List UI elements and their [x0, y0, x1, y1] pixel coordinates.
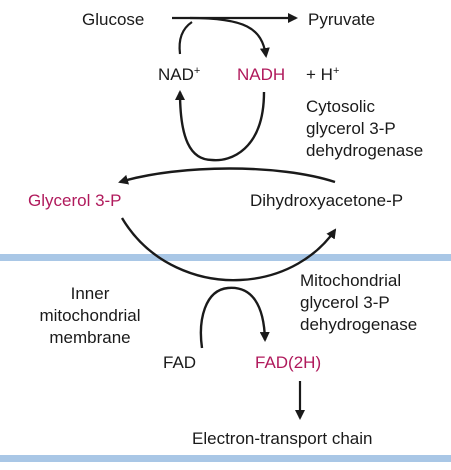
etc-label: Electron-transport chain — [192, 428, 372, 449]
bottom-membrane-band — [0, 455, 451, 462]
glucose-label: Glucose — [82, 9, 144, 30]
mito-enzyme-label: Mitochondrial glycerol 3-P dehydrogenase — [300, 270, 417, 336]
inner-membrane-band — [0, 254, 451, 261]
dhap-label: Dihydroxyacetone-P — [250, 190, 403, 211]
inner-membrane-line-2: mitochondrial — [28, 305, 152, 327]
nadh-label: NADH — [237, 64, 285, 85]
plus-h-label: + H+ — [306, 64, 339, 85]
mito-enzyme-line-1: Mitochondrial — [300, 270, 417, 292]
cytosolic-enzyme-line-1: Cytosolic — [306, 96, 423, 118]
fad-label: FAD — [163, 352, 196, 373]
nad-plus-label: NAD+ — [158, 64, 200, 85]
mito-enzyme-line-3: dehydrogenase — [300, 314, 417, 336]
h-charge: + — [333, 65, 339, 77]
plus-h-text: + H — [306, 65, 333, 84]
nad-to-nadh-branch-arrow — [190, 18, 266, 56]
nad-text: NAD — [158, 65, 194, 84]
cytosolic-nadh-to-nad-arrow — [180, 92, 264, 160]
nad-loop-top — [180, 22, 192, 54]
fad2h-label: FAD(2H) — [255, 352, 321, 373]
pyruvate-label: Pyruvate — [308, 9, 375, 30]
mito-enzyme-line-2: glycerol 3-P — [300, 292, 417, 314]
cytosolic-enzyme-line-2: glycerol 3-P — [306, 118, 423, 140]
inner-membrane-line-3: membrane — [28, 327, 152, 349]
dhap-to-glycerol-arrow — [120, 169, 335, 183]
inner-membrane-line-1: Inner — [28, 283, 152, 305]
cytosolic-enzyme-label: Cytosolic glycerol 3-P dehydrogenase — [306, 96, 423, 162]
cytosolic-enzyme-line-3: dehydrogenase — [306, 140, 423, 162]
fad-to-fad2h-arrow — [201, 288, 265, 348]
nad-charge: + — [194, 65, 200, 77]
inner-membrane-label: Inner mitochondrial membrane — [28, 283, 152, 349]
glycerol-3p-label: Glycerol 3-P — [28, 190, 122, 211]
